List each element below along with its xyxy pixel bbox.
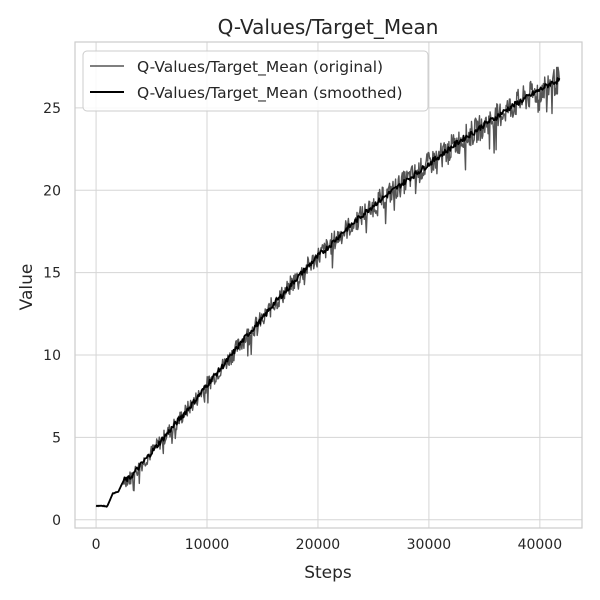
axis-ticks: 0 10000 20000 30000 40000 0 5 10 15 20 25: [43, 101, 562, 553]
x-tick-label: 40000: [518, 537, 563, 553]
legend-label-smoothed: Q-Values/Target_Mean (smoothed): [137, 84, 403, 103]
legend: Q-Values/Target_Mean (original) Q-Values…: [82, 50, 429, 112]
plot-frame: [74, 41, 583, 529]
legend-box: [82, 50, 429, 112]
y-tick-label: 5: [52, 430, 61, 446]
x-axis-label: Steps: [304, 563, 352, 583]
series-layer: [95, 66, 561, 508]
x-tick-label: 20000: [296, 537, 341, 553]
x-tick-label: 0: [92, 537, 101, 553]
x-tick-label: 10000: [185, 537, 230, 553]
legend-label-original: Q-Values/Target_Mean (original): [137, 58, 383, 77]
y-tick-label: 10: [43, 348, 61, 364]
series-smoothed-line: [96, 77, 561, 508]
chart-title: Q-Values/Target_Mean: [218, 15, 439, 39]
y-tick-label: 0: [52, 513, 61, 529]
y-tick-label: 25: [43, 101, 61, 117]
y-tick-label: 15: [43, 266, 61, 282]
y-tick-label: 20: [43, 183, 61, 199]
x-tick-label: 30000: [407, 537, 452, 553]
y-axis-label: Value: [17, 264, 37, 311]
